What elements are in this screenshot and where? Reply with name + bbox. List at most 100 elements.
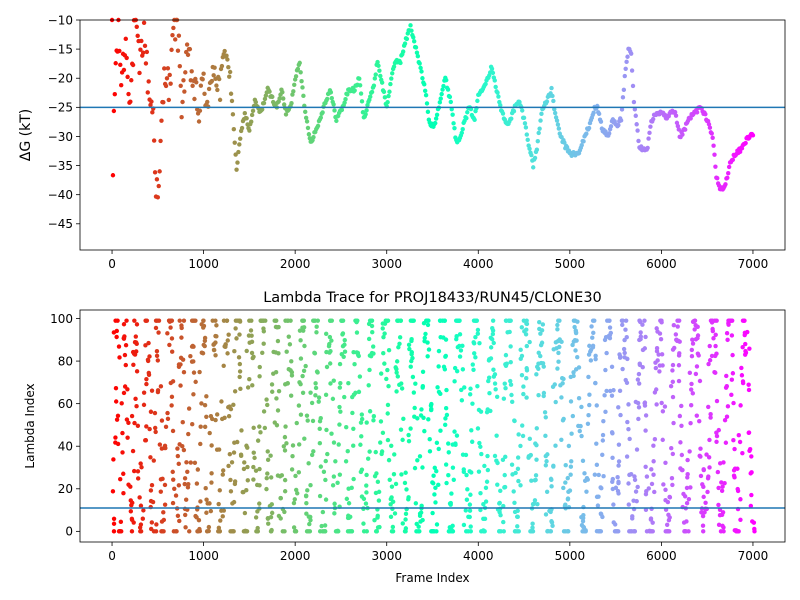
y-tick-label: −20: [48, 72, 73, 86]
lambda-point: [454, 433, 460, 438]
lambda-point: [111, 529, 117, 534]
lambda-point: [245, 478, 250, 483]
x-tick-label: 3000: [371, 257, 402, 271]
delta-g-point: [440, 87, 445, 92]
delta-g-point: [373, 72, 378, 77]
lambda-point: [241, 466, 247, 472]
delta-g-point: [378, 73, 383, 79]
x-tick-label: 0: [108, 257, 116, 271]
lambda-point: [364, 483, 369, 488]
lambda-point: [336, 442, 341, 447]
lambda-point: [687, 449, 692, 454]
lambda-point: [713, 332, 718, 337]
delta-g-point: [249, 119, 254, 124]
lambda-point: [636, 381, 642, 386]
lambda-point: [500, 457, 506, 463]
lambda-point: [144, 381, 149, 387]
delta-g-point: [425, 109, 431, 115]
lambda-point: [214, 412, 220, 417]
lambda-point: [376, 489, 382, 495]
lambda-point: [725, 337, 730, 343]
lambda-point: [249, 333, 254, 338]
x-tick-label: 5000: [555, 257, 586, 271]
lambda-point: [409, 350, 415, 355]
lambda-point: [436, 482, 441, 488]
lambda-point: [302, 436, 307, 441]
lambda-point: [281, 444, 287, 449]
lambda-point: [532, 478, 538, 483]
lambda-point: [616, 442, 622, 447]
lambda-point: [179, 335, 184, 340]
lambda-point: [534, 442, 539, 448]
delta-g-point: [193, 76, 198, 82]
lambda-point: [121, 490, 126, 496]
lambda-point: [672, 345, 677, 351]
lambda-point: [740, 344, 745, 350]
lambda-point: [711, 336, 716, 341]
delta-g-point: [598, 119, 604, 124]
x-tick-label: 4000: [463, 549, 494, 563]
lambda-point: [543, 463, 549, 468]
lambda-point: [659, 352, 665, 357]
lambda-point: [237, 374, 242, 380]
lambda-point: [175, 513, 181, 518]
lambda-point: [749, 454, 754, 459]
delta-g-point: [190, 83, 195, 88]
lambda-point: [590, 335, 595, 340]
delta-g-point: [364, 108, 369, 113]
lambda-point: [386, 457, 392, 463]
lambda-point: [264, 486, 269, 492]
lambda-point: [692, 318, 698, 323]
lambda-point: [682, 494, 688, 499]
lambda-point: [549, 520, 555, 525]
lambda-point: [616, 459, 622, 464]
lambda-point: [749, 470, 754, 475]
lambda-point: [314, 369, 320, 374]
lambda-point: [156, 330, 161, 335]
lambda-point: [698, 446, 703, 451]
lambda-point: [543, 415, 548, 420]
lambda-point: [589, 324, 594, 329]
delta-g-point: [409, 28, 414, 33]
delta-g-point: [381, 89, 387, 95]
lambda-point: [408, 426, 413, 431]
lambda-point: [467, 514, 472, 520]
lambda-point: [742, 318, 747, 323]
delta-g-point: [422, 88, 428, 94]
lambda-point: [308, 390, 313, 395]
lambda-point: [321, 469, 327, 475]
lambda-point: [177, 518, 182, 524]
lambda-point: [172, 486, 177, 491]
lambda-point: [204, 394, 209, 399]
lambda-point: [591, 330, 596, 336]
lambda-point: [307, 529, 313, 534]
lambda-point: [404, 487, 409, 492]
lambda-point: [265, 449, 270, 454]
lambda-point: [226, 463, 231, 469]
lambda-point: [520, 423, 525, 428]
lambda-point: [126, 482, 131, 487]
lambda-point: [537, 319, 542, 325]
delta-g-point: [550, 93, 555, 99]
delta-g-point: [194, 80, 199, 85]
lambda-point: [561, 485, 566, 491]
lambda-point: [148, 455, 153, 460]
delta-g-point: [236, 149, 241, 155]
lambda-point: [444, 387, 449, 393]
lambda-point: [209, 416, 215, 422]
lambda-point: [238, 453, 244, 459]
delta-g-point: [216, 76, 222, 82]
lambda-point: [422, 428, 427, 434]
lambda-point: [133, 396, 138, 402]
lambda-point: [714, 318, 719, 323]
lambda-point: [543, 512, 549, 517]
lambda-point: [623, 327, 628, 332]
lambda-point: [134, 322, 140, 327]
lambda-point: [583, 528, 588, 533]
lambda-point: [341, 354, 346, 359]
delta-g-point: [646, 136, 651, 141]
lambda-point: [399, 386, 405, 391]
lambda-point: [596, 494, 601, 499]
lambda-point: [470, 362, 475, 367]
lambda-point: [231, 450, 237, 455]
